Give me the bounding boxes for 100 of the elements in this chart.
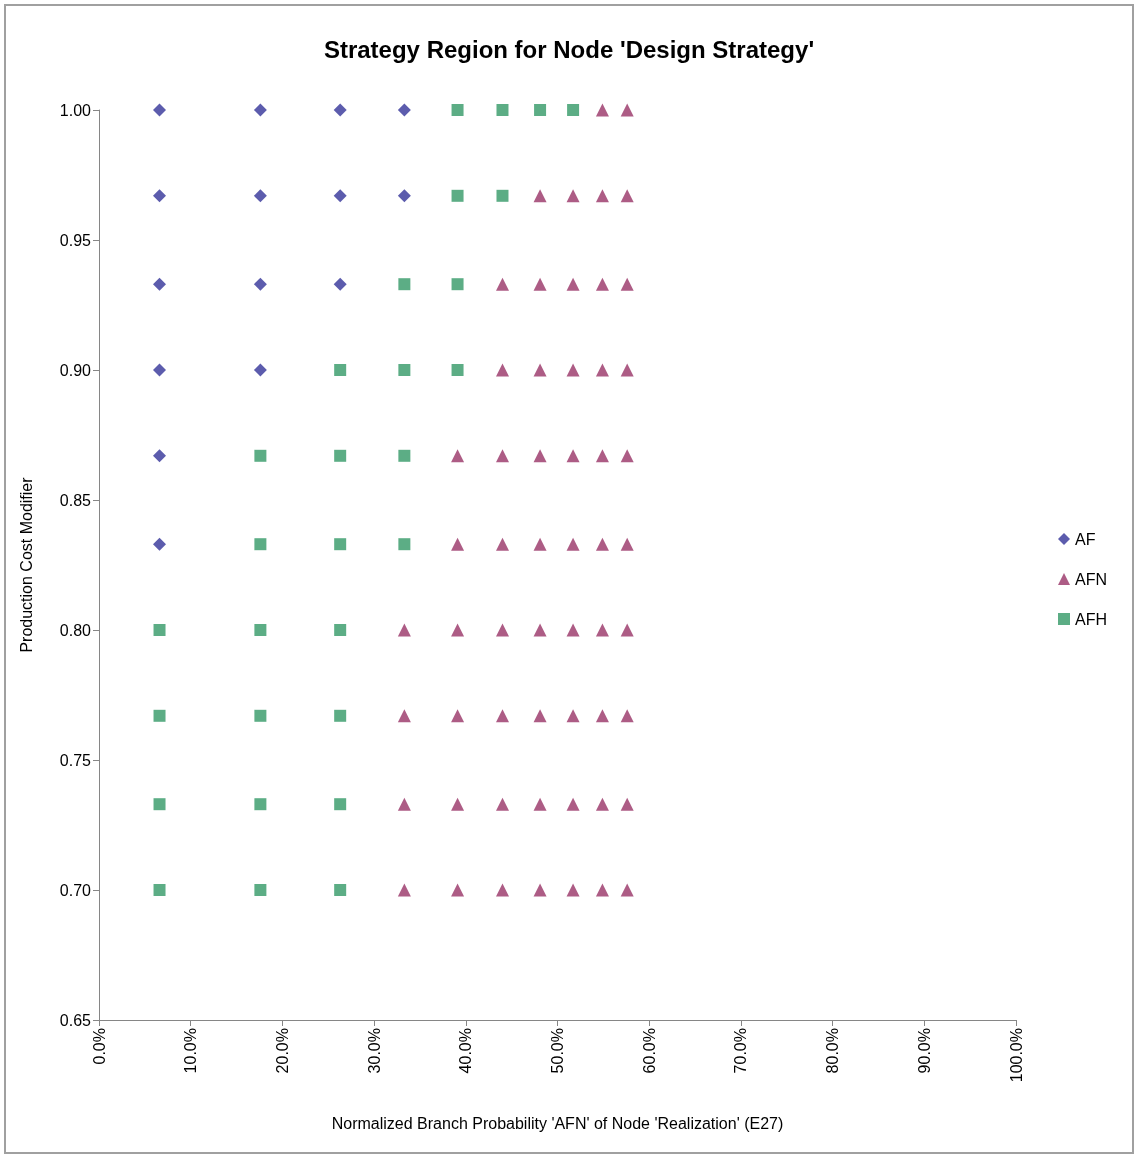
point [153,363,167,377]
point [620,623,634,637]
point [451,449,465,463]
y-tick-label: 0.85 [59,491,92,509]
point [533,449,547,463]
point [620,449,634,463]
point [620,797,634,811]
point [153,189,167,203]
point [595,277,609,291]
point [333,103,347,117]
point [620,883,634,897]
point [595,883,609,897]
point [533,883,547,897]
x-tick-label: 60.0% [640,1028,658,1074]
point [254,709,267,722]
point [334,538,347,551]
chart-title: Strategy Region for Node 'Design Strategy' [323,35,815,63]
point [153,449,167,463]
point [566,709,580,723]
point [534,104,547,116]
point [451,278,464,291]
point [566,449,580,463]
point [566,537,580,551]
point [595,189,609,203]
point [451,797,465,811]
x-axis-title: Normalized Branch Probability 'AFN' of Node 'Realization' (E27) [331,1114,784,1132]
point [533,797,547,811]
y-tick-label: 0.95 [59,231,92,249]
point [254,624,267,636]
x-tick-label: 80.0% [824,1028,842,1074]
legend-label: AFH [1075,610,1107,628]
point [620,537,634,551]
point [451,364,464,376]
point [620,189,634,203]
point [253,103,267,117]
point [496,189,509,202]
x-tick-label: 90.0% [915,1028,933,1074]
point [620,103,634,117]
legend-label: AF [1075,530,1096,548]
point [495,797,509,811]
y-tick-label: 0.80 [59,621,92,639]
point [397,883,411,897]
x-tick-label: 70.0% [732,1028,750,1074]
point [451,883,465,897]
point [495,623,509,637]
point [254,449,267,462]
point [254,538,267,551]
y-tick-label: 0.65 [59,1011,92,1029]
point [397,189,411,203]
point [566,189,580,203]
point [397,623,411,637]
x-tick-label: 30.0% [365,1028,383,1074]
point [595,363,609,377]
point [451,709,465,723]
point [397,797,411,811]
point [595,537,609,551]
point [595,623,609,637]
point [153,884,166,896]
point [153,537,167,551]
x-tick-label: 50.0% [549,1028,566,1074]
point [566,277,580,291]
y-tick-label: 0.70 [59,881,92,899]
point [153,624,166,636]
point [595,797,609,811]
x-tick-label: 100.0% [1007,1028,1025,1083]
point [153,798,166,811]
point [496,104,509,116]
point [566,797,580,811]
point [451,104,464,116]
y-tick-label: 0.75 [59,751,92,769]
point [620,709,634,723]
point [595,449,609,463]
point [566,883,580,897]
legend-label: AFN [1075,570,1107,588]
point [153,103,167,117]
point [533,537,547,551]
point [533,363,547,377]
point [398,538,411,551]
x-tick-label: 10.0% [182,1028,200,1074]
point [620,363,634,377]
point [566,363,580,377]
x-tick-label: 20.0% [273,1028,291,1074]
point [254,884,267,896]
point [253,189,267,203]
point [495,449,509,463]
point [398,449,411,462]
y-axis-title: Production Cost Modifier [17,476,35,653]
point [333,189,347,203]
point [334,709,347,722]
point [334,364,347,376]
point [397,103,411,117]
point [253,363,267,377]
point [533,709,547,723]
point [495,537,509,551]
point [334,884,347,896]
point [595,709,609,723]
y-tick-label: 1.00 [59,101,92,119]
point [153,277,167,291]
point [398,278,411,291]
point [495,363,509,377]
